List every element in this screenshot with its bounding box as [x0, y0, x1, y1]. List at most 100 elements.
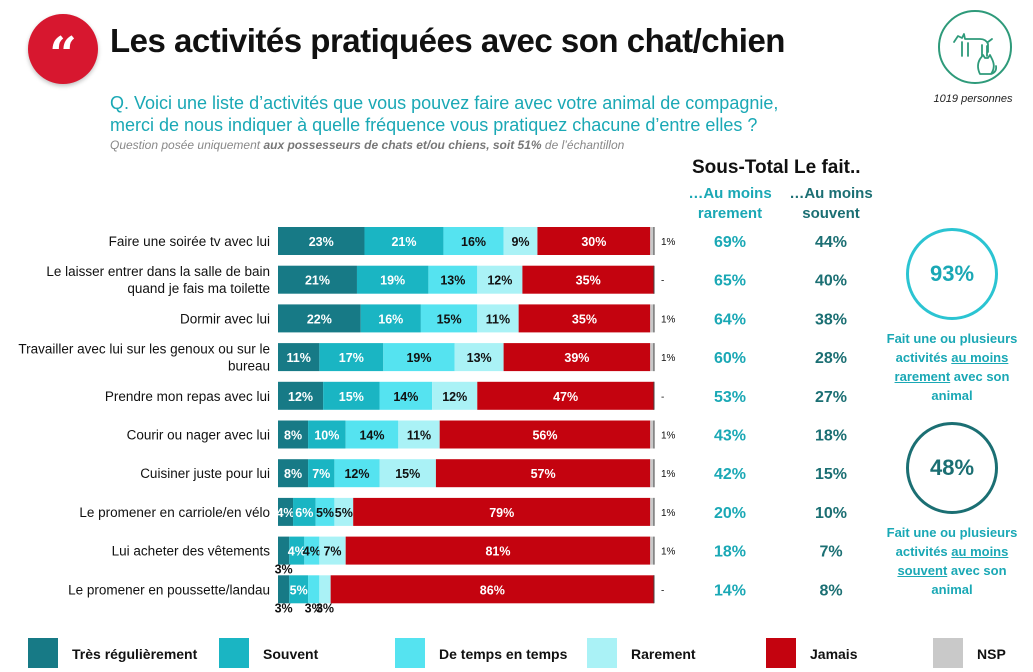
category-label: Cuisiner juste pour lui — [140, 466, 270, 481]
data-label: 4% — [276, 506, 294, 520]
rarely-line-2a: activités — [895, 350, 952, 365]
subtotal-souvent: 7% — [819, 544, 842, 561]
data-label: 17% — [339, 351, 364, 365]
subtotal-rarement: 53% — [714, 389, 746, 406]
bar-segment-nsp — [650, 420, 654, 449]
data-label: 11% — [407, 429, 431, 443]
data-label: 3% — [305, 601, 323, 615]
bar-segment-souvent — [308, 459, 335, 488]
category-label: bureau — [228, 359, 270, 374]
often-line-2a: activités — [895, 544, 952, 559]
data-label: 16% — [461, 235, 486, 249]
col1-line1: …Au moins — [688, 185, 772, 202]
legend-swatch — [766, 638, 796, 668]
data-label: 21% — [391, 235, 416, 249]
data-label: 4% — [288, 545, 306, 559]
subtotal-rarement: 20% — [714, 505, 746, 522]
often-line-4: animal — [931, 582, 973, 597]
subtotal-rarement: 64% — [714, 311, 746, 328]
bar-segment-souvent — [293, 497, 316, 526]
legend-label: Très régulièrement — [72, 646, 198, 662]
bar-segment-jamais — [435, 459, 651, 488]
nsp-label: 1% — [661, 469, 676, 480]
legend-swatch — [219, 638, 249, 668]
bar-segment-tres-regulierement — [278, 459, 309, 488]
legend-label: NSP — [977, 646, 1006, 662]
subtotal-rarement: 60% — [714, 350, 746, 367]
often-line-2: activités au moins — [877, 542, 1027, 561]
bar-segment-de-temps-en-temps — [308, 575, 320, 604]
bar-segment-tres-regulierement — [278, 497, 294, 526]
bar-segment-rarement — [477, 265, 523, 294]
bar-segment-jamais — [537, 227, 651, 255]
bar-segment-nsp — [650, 227, 654, 255]
bar-segment-tres-regulierement — [278, 381, 324, 410]
data-label: 3% — [275, 563, 293, 577]
subtotal-souvent: 27% — [815, 389, 847, 406]
bar-segment-de-temps-en-temps — [345, 420, 399, 449]
summary-circle-rarement: 93% — [906, 228, 998, 320]
category-label: Le promener en poussette/landau — [68, 582, 270, 597]
bar-segment-jamais — [477, 381, 654, 410]
data-label: 13% — [440, 274, 465, 288]
legend-label: Jamais — [810, 646, 858, 662]
bar-segment-nsp — [650, 497, 654, 526]
legend-label: De temps en temps — [439, 646, 568, 662]
bar-segment-rarement — [432, 381, 478, 410]
nsp-label: 1% — [661, 508, 676, 519]
data-label: 4% — [303, 545, 321, 559]
bar-segment-rarement — [379, 459, 436, 488]
bar-segment-tres-regulierement — [278, 343, 320, 372]
nsp-label: 1% — [661, 237, 676, 248]
subtotal-rarement: 43% — [714, 428, 746, 445]
bar-segment-nsp — [650, 459, 654, 488]
data-label: 8% — [284, 467, 302, 481]
data-label: 5% — [316, 506, 334, 520]
data-label: 16% — [378, 312, 403, 326]
data-label: 7% — [323, 545, 341, 559]
rarely-line-2b: au moins — [951, 350, 1009, 365]
note-bold: aux possesseurs de chats et/ou chiens, s… — [263, 138, 542, 152]
nsp-label: 1% — [661, 353, 676, 364]
category-label: Dormir avec lui — [180, 311, 270, 326]
rarely-line-4: animal — [931, 388, 973, 403]
rarely-line-3: rarement avec son — [877, 367, 1027, 386]
subtotal-rarement: 65% — [714, 273, 746, 290]
category-label: Courir ou nager avec lui — [127, 428, 270, 443]
nsp-label: - — [661, 585, 664, 596]
subtotal-title: Sous-Total Le fait.. — [692, 157, 861, 178]
bar-segment-nsp — [650, 343, 654, 372]
nsp-label: 1% — [661, 431, 676, 442]
bar-segment-tres-regulierement — [278, 575, 290, 604]
often-line-1: Fait une ou plusieurs — [886, 525, 1018, 540]
bar-segment-de-temps-en-temps — [428, 265, 478, 294]
bar-segment-jamais — [439, 420, 651, 449]
subtotal-souvent: 8% — [819, 582, 842, 599]
bar-segment-tres-regulierement — [278, 227, 365, 255]
often-line-3: souvent avec son — [877, 561, 1027, 580]
bar-segment-nsp — [650, 536, 654, 565]
data-label: 35% — [572, 312, 597, 326]
bar-segment-rarement — [319, 536, 346, 565]
rarely-line-3a: rarement — [894, 369, 951, 384]
data-label: 8% — [284, 429, 302, 443]
bar-segment-de-temps-en-temps — [383, 343, 455, 372]
data-label: 12% — [442, 390, 467, 404]
bar-segment-souvent — [323, 381, 380, 410]
subtotal-rarement: 18% — [714, 544, 746, 561]
data-label: 56% — [532, 429, 557, 443]
data-label: 21% — [305, 274, 330, 288]
data-label: 35% — [576, 274, 601, 288]
bar-segment-souvent — [308, 420, 346, 449]
bar-segment-jamais — [353, 497, 651, 526]
nsp-label: - — [661, 392, 664, 403]
col-header-rarement: …Au moins rarement — [680, 184, 780, 224]
pet-badge — [938, 10, 1012, 84]
data-label: 9% — [511, 235, 529, 249]
question-note: Question posée uniquement aux possesseur… — [110, 138, 624, 152]
data-label: 23% — [309, 235, 334, 249]
bar-segment-rarement — [398, 420, 440, 449]
bar-segment-de-temps-en-temps — [420, 304, 478, 333]
question-text: Q. Voici une liste d’activités que vous … — [110, 92, 910, 136]
data-label: 3% — [316, 601, 334, 615]
